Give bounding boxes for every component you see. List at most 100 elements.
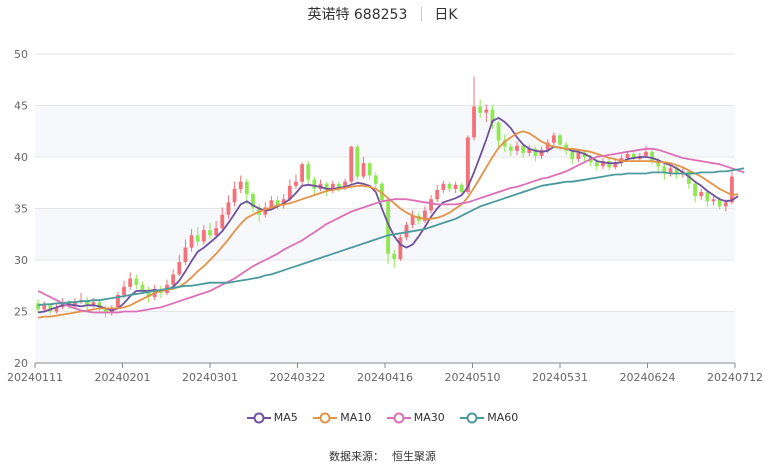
candle-body	[73, 302, 77, 307]
candle-body	[361, 163, 366, 177]
candle-body	[730, 176, 734, 203]
candle-body	[214, 228, 219, 236]
grid-band	[35, 105, 735, 157]
candle-body	[539, 149, 544, 156]
candle-body	[496, 123, 501, 141]
candle-body	[723, 202, 728, 207]
candle-body	[128, 278, 133, 287]
ma30-legend-icon	[386, 412, 411, 424]
title-separator	[421, 7, 423, 21]
ma30-line	[37, 147, 745, 314]
ma60-legend-icon	[460, 412, 485, 424]
candle-body	[122, 286, 126, 296]
ma5-legend-icon	[246, 412, 271, 424]
candle-body	[533, 148, 538, 156]
x-tick-label: 20240416	[357, 371, 413, 384]
source-name: 恒生聚源	[392, 450, 436, 463]
candle-body	[404, 224, 409, 238]
legend-item-ma5[interactable]: MA5	[246, 411, 298, 424]
x-tick-label: 20240712	[707, 371, 763, 384]
legend-label-ma30: MA30	[413, 411, 445, 424]
candle-body	[453, 184, 458, 189]
candle-body	[582, 152, 587, 157]
legend-item-ma10[interactable]: MA10	[313, 411, 371, 424]
legend-item-ma30[interactable]: MA30	[386, 411, 445, 424]
candle-body	[97, 302, 102, 309]
candle-body	[195, 235, 200, 242]
candle-body	[373, 175, 378, 184]
candle-body	[705, 192, 710, 202]
candle-body	[85, 300, 90, 306]
y-tick-label: 30	[14, 254, 28, 267]
y-tick-label: 40	[14, 151, 28, 164]
candle-body	[312, 179, 317, 189]
candle-body	[699, 192, 704, 197]
candle-body	[693, 183, 697, 197]
candle-body	[423, 210, 427, 221]
candle-body	[251, 194, 255, 208]
candle-body	[355, 146, 360, 177]
candle-body	[244, 181, 249, 195]
candle-body	[220, 214, 225, 229]
ma10-legend-icon	[313, 412, 338, 424]
x-tick-label: 20240301	[182, 371, 238, 384]
candle-body	[410, 215, 415, 225]
grid-band	[35, 260, 735, 312]
candle-body	[656, 161, 661, 167]
candle-body	[343, 181, 347, 188]
candle-body	[226, 202, 231, 215]
ma60-line	[37, 167, 745, 307]
candle-body	[54, 307, 59, 312]
candle-body	[441, 183, 446, 190]
candle-body	[238, 181, 243, 189]
candle-body	[674, 168, 679, 175]
candle-body	[644, 151, 648, 156]
candle-body	[601, 161, 605, 167]
candle-body	[490, 109, 495, 124]
candle-body	[146, 289, 151, 298]
candle-body	[269, 200, 274, 208]
y-tick-label: 35	[14, 203, 28, 216]
candle-body	[551, 135, 556, 143]
y-tick-label: 50	[14, 48, 28, 61]
grid-band	[35, 311, 735, 363]
x-tick-label: 20240201	[95, 371, 151, 384]
x-tick-label: 20240111	[7, 371, 63, 384]
candle-body	[287, 185, 292, 200]
legend-item-ma60[interactable]: MA60	[460, 411, 518, 424]
candle-body	[398, 237, 403, 259]
candle-body	[103, 308, 108, 313]
y-tick-label: 25	[14, 306, 28, 319]
source-label: 数据来源：	[329, 450, 384, 463]
candle-body	[662, 166, 667, 174]
candle-body	[650, 151, 655, 162]
candle-body	[177, 262, 182, 275]
candle-body	[183, 247, 188, 263]
stock-name-code: 英诺特 688253	[307, 7, 408, 23]
x-tick-label: 20240322	[270, 371, 326, 384]
candle-body	[134, 278, 139, 285]
candle-body	[232, 188, 237, 203]
chart-title: 英诺特 688253 日K	[0, 5, 765, 25]
candle-body	[521, 145, 526, 153]
candle-body	[631, 153, 636, 160]
candle-body	[429, 199, 433, 211]
candle-body	[300, 164, 305, 182]
x-tick-label: 20240531	[532, 371, 588, 384]
candle-body	[91, 302, 96, 306]
candle-body	[337, 183, 341, 188]
candle-body	[465, 137, 470, 193]
candle-body	[275, 200, 280, 206]
candle-body	[367, 163, 372, 176]
candle-body	[613, 163, 618, 168]
candle-body	[349, 146, 354, 182]
y-tick-label: 45	[14, 100, 28, 113]
candle-body	[115, 295, 120, 308]
candle-body	[594, 162, 599, 167]
candle-body	[570, 150, 575, 160]
candle-body	[527, 148, 532, 153]
candle-body	[306, 164, 311, 180]
candle-body	[558, 135, 562, 145]
legend-label-ma5: MA5	[273, 411, 298, 424]
grid-band	[35, 54, 735, 106]
